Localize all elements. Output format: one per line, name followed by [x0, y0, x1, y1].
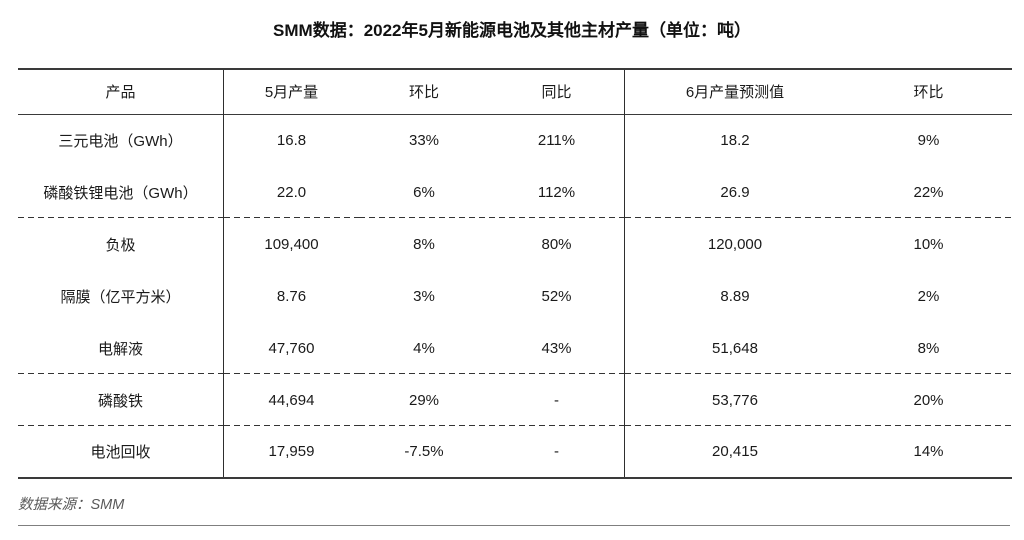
value-cell: 8% — [845, 322, 1012, 374]
product-cell: 磷酸铁锂电池（GWh） — [18, 166, 224, 218]
value-cell: 22% — [845, 166, 1012, 218]
value-cell: 18.2 — [720, 131, 750, 149]
value-cell: -7.5% — [404, 443, 444, 460]
value-cell: 52% — [489, 270, 625, 322]
value-cell: 112% — [489, 166, 625, 218]
value-cell: 14% — [913, 443, 944, 460]
value-cell: 44,694 — [223, 374, 359, 426]
value-cell: 2% — [917, 287, 940, 305]
page-title: SMM数据：2022年5月新能源电池及其他主材产量（单位：吨） — [273, 21, 751, 40]
value-cell: - — [489, 374, 625, 426]
value-cell: 47,760 — [223, 322, 359, 374]
value-cell: 43% — [489, 322, 625, 374]
value-cell: 3% — [413, 287, 435, 305]
column-header-june-forecast: 6月产量预测值 — [685, 84, 785, 102]
product-cell: 三元电池（GWh） — [18, 114, 224, 166]
value-cell: 29% — [359, 374, 489, 426]
column-header-may-output: 5月产量 — [264, 84, 319, 102]
value-cell: 8% — [413, 235, 435, 253]
table-row: 磷酸铁 44,694 29% -53,776 20% — [18, 374, 1012, 426]
value-cell: 51,648 — [624, 322, 845, 374]
value-cell: 26.9 — [624, 166, 845, 218]
value-cell: 33% — [408, 131, 440, 149]
value-cell: 10% — [913, 235, 944, 253]
column-header-forecast-mom-change: 环比 — [913, 84, 944, 102]
product-cell: 电池回收 — [18, 426, 224, 478]
value-cell: 120,000 — [707, 235, 763, 253]
table-row: 磷酸铁锂电池（GWh） 22.0 6% 112% 26.9 22% — [18, 166, 1012, 218]
value-cell: 8.89 — [720, 287, 750, 305]
header-row: 产品 5月产量 环比 同比 6月产量预测值 环比 — [18, 69, 1012, 114]
value-cell: 20% — [845, 374, 1012, 426]
value-cell: 9% — [917, 131, 940, 149]
product-cell: 负极 — [18, 218, 224, 270]
value-cell: 17,959 — [268, 443, 315, 460]
table-header: 产品 5月产量 环比 同比 6月产量预测值 环比 — [18, 69, 1012, 114]
value-cell: 109,400 — [264, 235, 319, 253]
column-header-yoy-change: 同比 — [489, 69, 625, 114]
value-cell: 80% — [489, 218, 625, 270]
table-row: 隔膜（亿平方米） 8.76 3% 52% 8.89 2% — [18, 270, 1012, 322]
table-row: 三元电池（GWh） 16.8 33% 211% 18.2 9% — [18, 114, 1012, 166]
value-cell: 211% — [489, 114, 625, 166]
column-header-product: 产品 — [18, 69, 224, 114]
value-cell: 53,776 — [624, 374, 845, 426]
table-body: 三元电池（GWh） 16.8 33% 211% 18.2 9% 磷酸铁锂电池（GWh） 22.… — [18, 114, 1012, 478]
product-cell: 隔膜（亿平方米） — [18, 270, 224, 322]
value-cell: 4% — [359, 322, 489, 374]
value-cell: 20,415 — [712, 443, 758, 460]
table-row: 电池回收 17,959 -7.5% - 20,415 14% — [18, 426, 1012, 478]
value-cell: 6% — [359, 166, 489, 218]
table-row: 电解液 47,760 4% 43% 51,648 8% — [18, 322, 1012, 374]
value-cell: 22.0 — [223, 166, 359, 218]
product-cell: 电解液 — [18, 322, 224, 374]
value-cell: 16.8 — [276, 131, 307, 149]
table-row: 负极 109,400 8% 80% 120,000 10% — [18, 218, 1012, 270]
value-cell: 8.76 — [276, 287, 307, 305]
data-source-note: 数据来源：SMM — [18, 497, 125, 513]
production-table: 产品 5月产量 环比 同比 6月产量预测值 环比 三元电池（GWh） 16.8 33… — [18, 68, 1012, 479]
product-cell: 磷酸铁 — [18, 374, 224, 426]
column-header-mom-change: 环比 — [408, 84, 439, 102]
production-table-wrap: 产品 5月产量 环比 同比 6月产量预测值 环比 三元电池（GWh） 16.8 33… — [18, 68, 1012, 479]
value-cell: - — [489, 426, 625, 478]
bottom-divider — [18, 525, 1010, 526]
